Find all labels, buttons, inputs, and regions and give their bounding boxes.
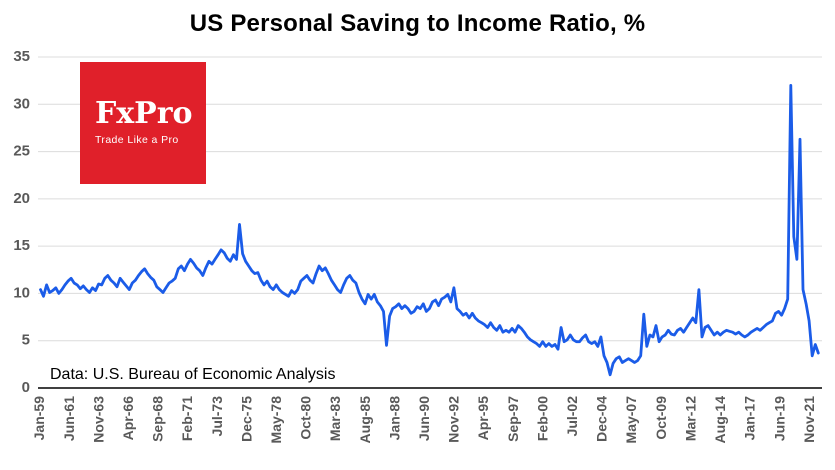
x-axis-tick-label: Jan-59 [31,396,47,441]
x-axis-tick-label: Sep-97 [505,396,521,442]
y-axis-tick-label: 15 [13,237,30,254]
x-axis-tick-label: Sep-68 [150,396,166,442]
x-axis-tick-label: Nov-63 [90,396,106,443]
x-axis-tick-label: Apr-66 [120,396,136,441]
data-source-annotation: Data: U.S. Bureau of Economic Analysis [50,366,336,383]
y-axis-tick-label: 5 [22,332,30,349]
x-axis-tick-label: Jun-90 [416,396,432,441]
x-axis-tick-label: Jan-88 [386,396,402,441]
y-axis-tick-label: 35 [13,48,30,65]
x-axis-tick-label: Mar-12 [682,396,698,441]
fxpro-logo: FxPro Trade Like a Pro [80,62,206,184]
x-axis-tick-label: Dec-04 [594,396,610,442]
y-axis-tick-label: 30 [13,95,30,112]
x-axis-tick-label: Jun-19 [771,396,787,441]
x-axis-tick-label: Mar-83 [327,396,343,441]
x-axis-tick-label: Feb-71 [179,396,195,441]
x-axis-tick-label: Dec-75 [238,396,254,442]
x-axis-tick-label: Nov-21 [801,396,817,443]
y-axis-tick-label: 20 [13,190,30,207]
y-axis-tick-label: 25 [13,143,30,160]
saving-rate-line-series [39,84,820,377]
x-axis-tick-label: May-78 [268,396,284,444]
fxpro-logo-wordmark: FxPro [95,96,193,131]
x-axis-tick-label: Jun-61 [61,396,77,441]
x-axis-tick-label: Aug-85 [357,396,373,444]
x-axis-tick-label: Apr-95 [475,396,491,441]
x-axis-tick-label: May-07 [623,396,639,444]
fxpro-logo-tagline: Trade Like a Pro [95,134,179,146]
x-axis-tick-label: Oct-80 [298,396,314,440]
x-axis-tick-label: Aug-14 [712,396,728,444]
y-axis-tick-label: 0 [22,379,30,396]
x-axis-tick-label: Jul-73 [209,396,225,437]
chart-title: US Personal Saving to Income Ratio, % [189,10,646,37]
x-axis-tick-label: Feb-00 [534,396,550,441]
y-axis-tick-label: 10 [13,284,30,301]
x-axis-tick-label: Nov-92 [446,396,462,443]
x-axis-tick-label: Jan-17 [742,396,758,441]
x-axis-tick-label: Oct-09 [653,396,669,440]
x-axis-tick-label: Jul-02 [564,396,580,437]
